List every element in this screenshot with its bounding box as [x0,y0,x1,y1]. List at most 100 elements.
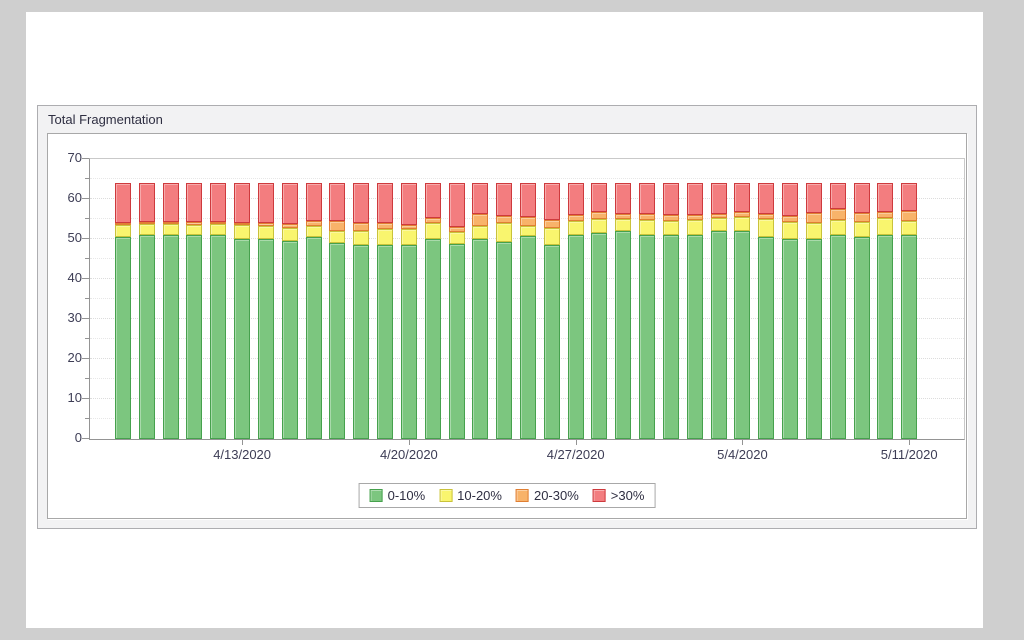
bar-segment-10-20%[interactable] [591,219,608,233]
bar-segment-0-10%[interactable] [615,231,632,439]
bar-segment-0-10%[interactable] [400,245,417,439]
bar-segment-10-20%[interactable] [543,228,560,245]
bar-segment-0-10%[interactable] [591,233,608,439]
bar-segment->30%[interactable] [519,183,536,217]
bar-segment-0-10%[interactable] [639,235,656,439]
bar-segment-10-20%[interactable] [901,221,918,235]
bar-segment-0-10%[interactable] [115,237,131,439]
bar-segment->30%[interactable] [234,183,251,223]
bar-segment-10-20%[interactable] [710,218,727,231]
bar-segment-0-10%[interactable] [377,245,394,439]
bar-segment-10-20%[interactable] [496,223,513,242]
legend-item->30%[interactable]: >30% [592,488,644,503]
bar-segment-20-30%[interactable] [448,227,465,232]
bar-segment->30%[interactable] [377,183,394,223]
bar-segment->30%[interactable] [639,183,656,214]
bar-segment-10-20%[interactable] [615,219,632,231]
bar-segment-0-10%[interactable] [519,236,536,439]
bar-segment-20-30%[interactable] [901,211,918,221]
bar-segment-0-10%[interactable] [901,235,918,439]
bar-segment-0-10%[interactable] [686,235,703,439]
bar-segment-20-30%[interactable] [353,223,370,231]
bar-segment-20-30%[interactable] [162,222,179,224]
bar-segment-10-20%[interactable] [234,225,251,239]
bar-segment-10-20%[interactable] [567,221,584,235]
bar-segment-0-10%[interactable] [210,235,227,439]
bar-segment-20-30%[interactable] [567,215,584,221]
bar-segment-20-30%[interactable] [496,216,513,223]
bar-segment->30%[interactable] [686,183,703,215]
bar-segment-0-10%[interactable] [281,241,298,439]
bar-segment-20-30%[interactable] [257,223,274,226]
bar-segment->30%[interactable] [496,183,513,216]
bar-segment->30%[interactable] [162,183,179,222]
bar-segment->30%[interactable] [782,183,799,216]
bar-segment-20-30%[interactable] [329,221,346,231]
bar-segment-0-10%[interactable] [329,243,346,439]
bar-segment->30%[interactable] [853,183,870,213]
bar-segment-0-10%[interactable] [782,239,799,439]
bar-segment->30%[interactable] [400,183,417,225]
bar-segment-10-20%[interactable] [257,226,274,239]
bar-segment->30%[interactable] [257,183,274,223]
bar-segment-10-20%[interactable] [353,231,370,245]
bar-segment-20-30%[interactable] [877,212,894,218]
bar-segment->30%[interactable] [710,183,727,214]
bar-segment-10-20%[interactable] [877,218,894,235]
bar-segment-10-20%[interactable] [329,231,346,243]
bar-segment-0-10%[interactable] [829,235,846,439]
bar-segment-20-30%[interactable] [543,220,560,228]
bar-segment-10-20%[interactable] [448,232,465,244]
bar-segment-20-30%[interactable] [710,214,727,218]
bar-segment-10-20%[interactable] [186,225,203,235]
bar-segment-10-20%[interactable] [805,223,822,239]
bar-segment-0-10%[interactable] [162,235,179,439]
bar-segment-0-10%[interactable] [234,239,251,439]
legend-item-0-10%[interactable]: 0-10% [369,488,425,503]
bar-segment-0-10%[interactable] [257,239,274,439]
bar-segment-20-30%[interactable] [686,215,703,220]
bar-segment-0-10%[interactable] [543,245,560,439]
bar-segment-20-30%[interactable] [400,225,417,229]
bar-segment-20-30%[interactable] [829,209,846,220]
bar-segment-20-30%[interactable] [377,223,394,229]
bar-segment-20-30%[interactable] [662,215,679,221]
bar-segment-10-20%[interactable] [662,221,679,235]
bar-segment->30%[interactable] [662,183,679,215]
bar-segment->30%[interactable] [138,183,155,222]
bar-segment-10-20%[interactable] [472,226,489,239]
bar-segment-10-20%[interactable] [138,224,155,235]
bar-segment-20-30%[interactable] [115,223,131,225]
bar-segment-0-10%[interactable] [734,231,751,439]
bar-segment-20-30%[interactable] [782,216,799,222]
bar-segment-10-20%[interactable] [210,224,227,235]
bar-segment->30%[interactable] [353,183,370,223]
bar-segment->30%[interactable] [210,183,227,222]
bar-segment->30%[interactable] [567,183,584,215]
bar-segment-0-10%[interactable] [567,235,584,439]
bar-segment-20-30%[interactable] [639,214,656,220]
bar-segment-20-30%[interactable] [234,223,251,225]
bar-segment->30%[interactable] [424,183,441,218]
bar-segment-10-20%[interactable] [853,222,870,237]
bar-segment-0-10%[interactable] [877,235,894,439]
bar-segment-10-20%[interactable] [734,217,751,231]
bar-segment->30%[interactable] [805,183,822,213]
bar-segment->30%[interactable] [305,183,322,221]
bar-segment-20-30%[interactable] [615,214,632,219]
bar-segment-20-30%[interactable] [853,213,870,222]
bar-segment-10-20%[interactable] [519,226,536,236]
bar-segment-0-10%[interactable] [853,237,870,439]
bar-segment-10-20%[interactable] [115,225,131,237]
bar-segment-20-30%[interactable] [591,212,608,219]
bar-segment-20-30%[interactable] [472,214,489,226]
bar-segment->30%[interactable] [472,183,489,214]
bar-segment-0-10%[interactable] [305,237,322,439]
bar-segment->30%[interactable] [901,183,918,211]
bar-segment->30%[interactable] [281,183,298,224]
bar-segment-20-30%[interactable] [138,222,155,224]
bar-segment-0-10%[interactable] [496,242,513,439]
bar-segment-0-10%[interactable] [138,235,155,439]
bar-segment-10-20%[interactable] [305,226,322,237]
bar-segment-10-20%[interactable] [758,219,775,237]
